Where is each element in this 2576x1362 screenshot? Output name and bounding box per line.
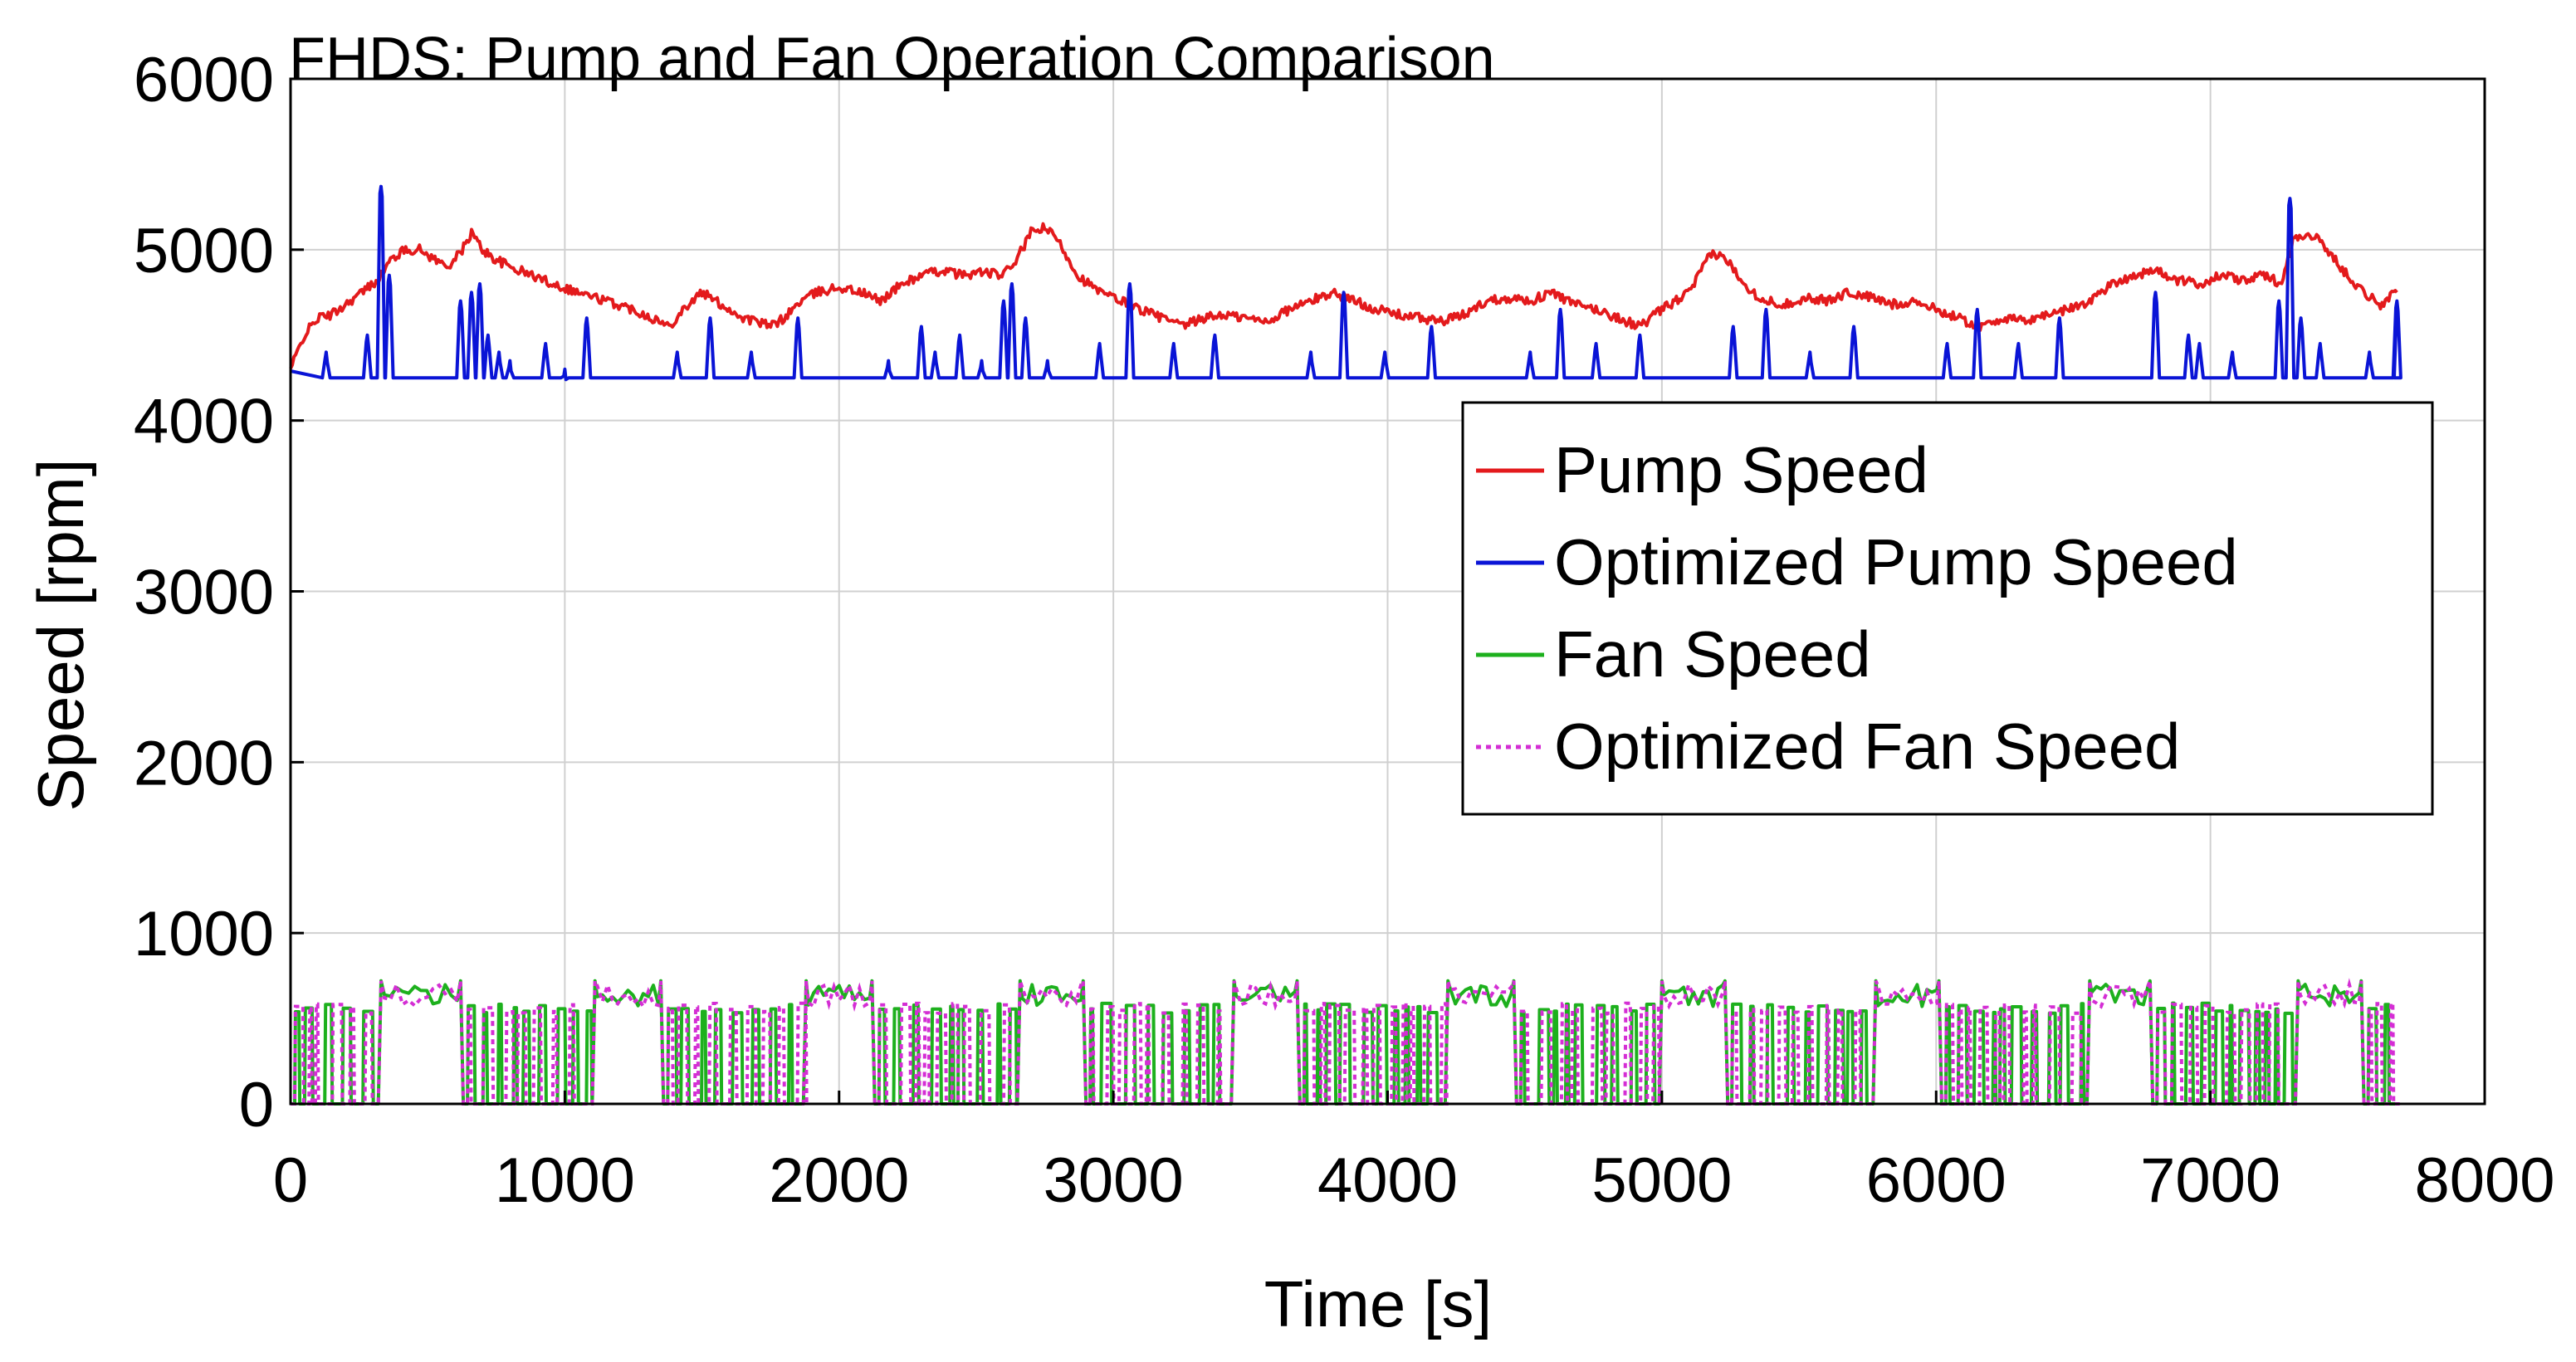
x-tick-label: 2000 bbox=[769, 1145, 909, 1216]
series-line-optimized-pump-speed bbox=[290, 184, 2402, 382]
y-tick-label: 4000 bbox=[134, 387, 274, 457]
x-axis-label: Time [s] bbox=[1264, 1267, 1492, 1340]
legend-label-optimized-fan-speed: Optimized Fan Speed bbox=[1554, 710, 2180, 783]
legend-label-pump-speed: Pump Speed bbox=[1554, 433, 1928, 506]
chart-title: FHDS: Pump and Fan Operation Comparison bbox=[289, 26, 1495, 92]
y-tick-label: 2000 bbox=[134, 728, 274, 798]
y-tick-label: 3000 bbox=[134, 558, 274, 628]
x-tick-label: 6000 bbox=[1866, 1145, 2007, 1216]
series-line-pump-speed bbox=[289, 222, 2398, 369]
x-tick-label: 1000 bbox=[495, 1145, 635, 1216]
legend-label-fan-speed: Fan Speed bbox=[1554, 618, 1871, 691]
x-tick-label: 3000 bbox=[1044, 1145, 1184, 1216]
axes bbox=[289, 77, 2486, 1106]
tick-labels: 0 1000 2000 3000 4000 5000 6000 7000 8000 0 1000 20… bbox=[134, 45, 2555, 1216]
y-axis-label: Speed [rpm] bbox=[24, 459, 97, 812]
y-tick-label: 5000 bbox=[134, 216, 274, 286]
x-tick-label: 7000 bbox=[2140, 1145, 2280, 1216]
legend: Pump Speed Optimized Pump Speed Fan Spee… bbox=[1461, 401, 2434, 816]
series-line-optimized-fan-speed bbox=[291, 974, 2400, 1106]
x-tick-label: 4000 bbox=[1317, 1145, 1458, 1216]
legend-label-optimized-pump-speed: Optimized Pump Speed bbox=[1554, 525, 2238, 598]
x-tick-label: 5000 bbox=[1591, 1145, 1732, 1216]
x-tick-label: 8000 bbox=[2414, 1145, 2554, 1216]
y-tick-label: 0 bbox=[239, 1070, 274, 1140]
y-tick-label: 6000 bbox=[134, 45, 274, 115]
x-tick-label: 0 bbox=[273, 1145, 308, 1216]
legend-box bbox=[1461, 401, 2434, 816]
y-tick-label: 1000 bbox=[134, 899, 274, 969]
